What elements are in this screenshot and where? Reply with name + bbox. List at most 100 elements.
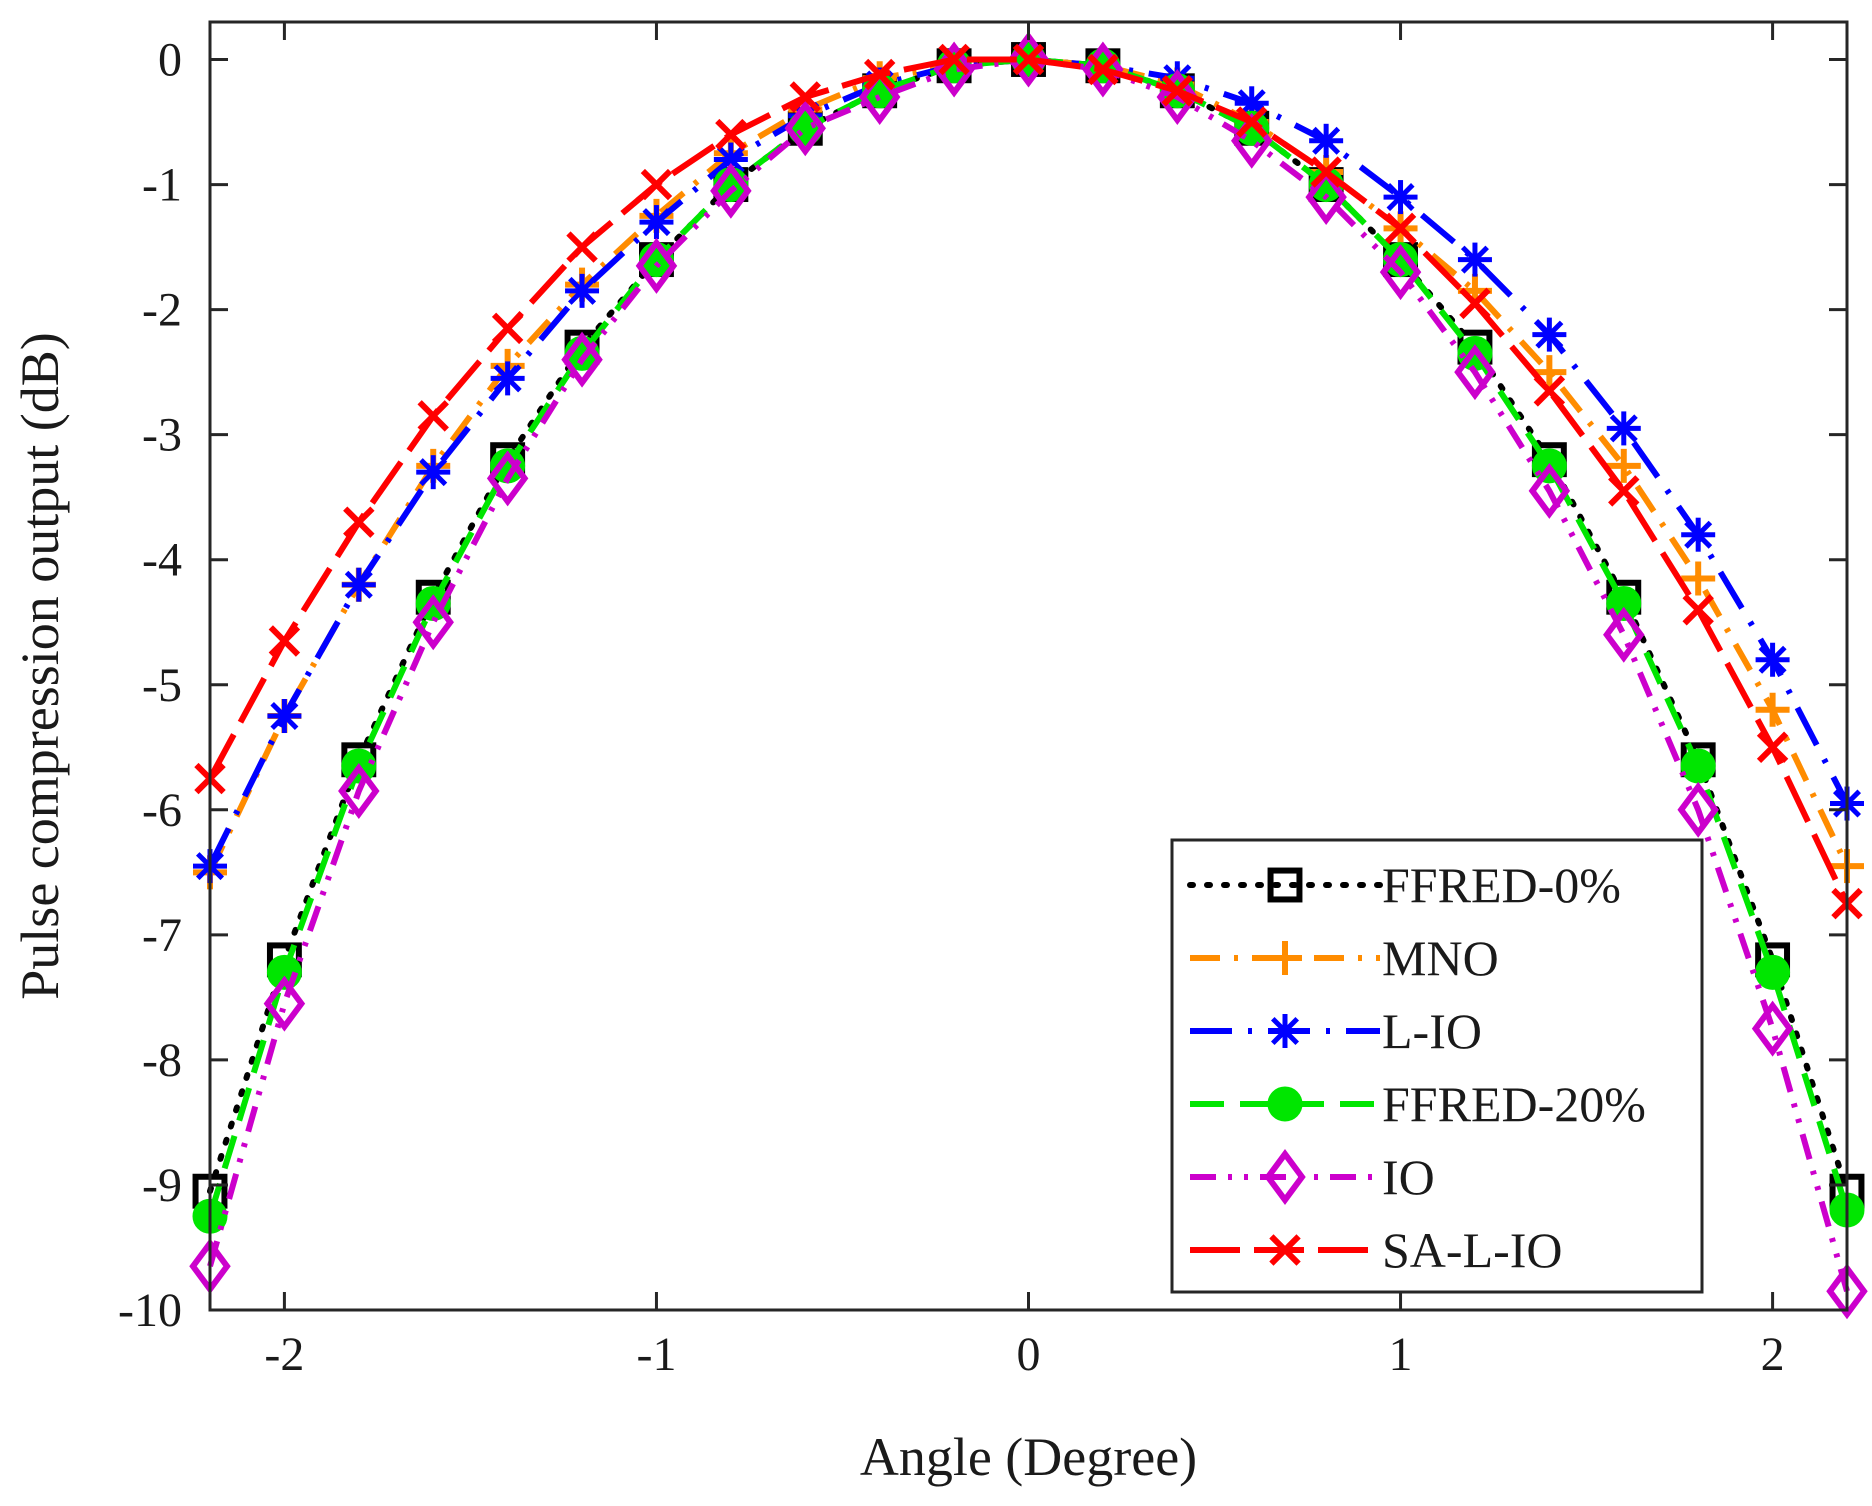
data-point <box>1756 731 1789 764</box>
axes-layer: -2 -1 0 1 20-1-2-3-4-5-6-7-8-9-10 <box>118 22 1847 1381</box>
legend-label: L-IO <box>1382 1003 1482 1059</box>
x-axis-title: Angle (Degree) <box>860 1427 1197 1487</box>
x-tick-label: 2 <box>1761 1328 1785 1381</box>
data-point <box>267 699 302 734</box>
data-point <box>1459 287 1491 320</box>
data-point <box>640 168 673 201</box>
y-tick-label: -5 <box>142 659 182 712</box>
data-point <box>1532 355 1567 390</box>
data-point <box>491 312 524 345</box>
data-point <box>789 81 821 113</box>
legend-item: FFRED-20% <box>1190 1076 1646 1132</box>
data-point <box>1606 411 1641 446</box>
data-point <box>863 58 896 91</box>
data-point <box>1454 344 1496 401</box>
y-tick-label: -2 <box>142 284 182 337</box>
data-point <box>1087 53 1119 86</box>
data-point <box>1384 212 1417 245</box>
y-tick-label: -1 <box>142 159 182 212</box>
data-point <box>713 142 748 177</box>
data-point <box>1603 606 1645 663</box>
legend-marker <box>1268 941 1302 975</box>
data-point <box>1755 692 1790 727</box>
x-tick-label: 0 <box>1017 1328 1041 1381</box>
data-point <box>1682 594 1714 626</box>
data-point <box>263 975 306 1032</box>
data-point <box>338 763 380 820</box>
data-point <box>561 331 603 388</box>
series-line <box>207 56 1850 874</box>
data-point <box>417 400 449 432</box>
series-SA-L-IO <box>194 43 1863 920</box>
legend-marker <box>1264 1149 1306 1205</box>
data-point <box>1755 642 1790 677</box>
data-point <box>635 237 678 294</box>
legend-label: FFRED-0% <box>1382 857 1621 913</box>
data-point <box>1161 75 1194 107</box>
data-point <box>1310 156 1342 188</box>
data-point <box>1681 561 1716 596</box>
y-tick-label: -9 <box>142 1159 182 1212</box>
data-point <box>343 506 375 538</box>
y-tick-label: -8 <box>142 1034 182 1087</box>
data-point <box>710 162 752 219</box>
data-point <box>1681 517 1716 552</box>
data-point <box>1533 375 1566 407</box>
data-point <box>1236 106 1268 138</box>
series-line <box>207 56 1850 1218</box>
data-point <box>784 100 827 157</box>
legend-label: SA-L-IO <box>1382 1222 1563 1278</box>
data-point <box>565 273 600 308</box>
y-tick-label: -10 <box>118 1284 182 1337</box>
legend-label: FFRED-20% <box>1382 1076 1646 1132</box>
legend-item: IO <box>1190 1149 1435 1205</box>
data-point <box>1383 180 1418 215</box>
data-point <box>1305 169 1347 226</box>
data-point <box>416 455 451 490</box>
legend-item: MNO <box>1190 930 1499 986</box>
y-tick-label: -6 <box>142 784 182 837</box>
legend-marker <box>1268 1014 1302 1048</box>
x-tick-label: 1 <box>1389 1328 1413 1381</box>
data-point <box>566 231 598 263</box>
series-layer <box>189 31 1868 1320</box>
data-point <box>639 205 674 240</box>
data-point <box>938 43 970 76</box>
y-axis-title: Pulse compression output (dB) <box>10 332 70 999</box>
y-tick-label: -4 <box>142 534 182 587</box>
data-point <box>715 118 747 151</box>
data-point <box>268 625 301 657</box>
data-point <box>1532 317 1567 352</box>
data-point <box>1309 123 1344 158</box>
legend-marker <box>1267 1086 1303 1122</box>
legend-marker <box>1267 867 1303 903</box>
data-point <box>486 450 529 507</box>
legend-label: MNO <box>1382 930 1499 986</box>
legend-marker <box>1269 1234 1301 1266</box>
legend-box <box>1170 838 1704 1294</box>
y-tick-label: -3 <box>142 409 182 462</box>
x-tick-label: -2 <box>264 1328 304 1381</box>
y-tick-label: -7 <box>142 909 182 962</box>
data-point <box>1608 475 1640 507</box>
data-point <box>1680 748 1716 784</box>
series-line <box>207 56 1850 905</box>
data-point <box>1677 781 1719 838</box>
data-point <box>1457 242 1492 277</box>
data-point <box>490 361 525 396</box>
data-point <box>1379 244 1422 301</box>
y-tick-label: 0 <box>158 34 182 87</box>
legend-item: L-IO <box>1190 1003 1482 1059</box>
x-tick-label: -1 <box>636 1328 676 1381</box>
data-point <box>412 594 454 651</box>
data-point <box>1755 954 1791 990</box>
data-point <box>341 567 376 602</box>
data-point <box>1528 462 1571 519</box>
legend: FFRED-0% MNO L-IO FFRED-20% IO SA-L-IO <box>1170 838 1704 1294</box>
legend-item: FFRED-0% <box>1187 857 1621 913</box>
data-point <box>1826 1263 1868 1320</box>
data-point <box>1606 448 1641 483</box>
data-point <box>1012 43 1045 76</box>
legend-label: IO <box>1382 1149 1435 1205</box>
